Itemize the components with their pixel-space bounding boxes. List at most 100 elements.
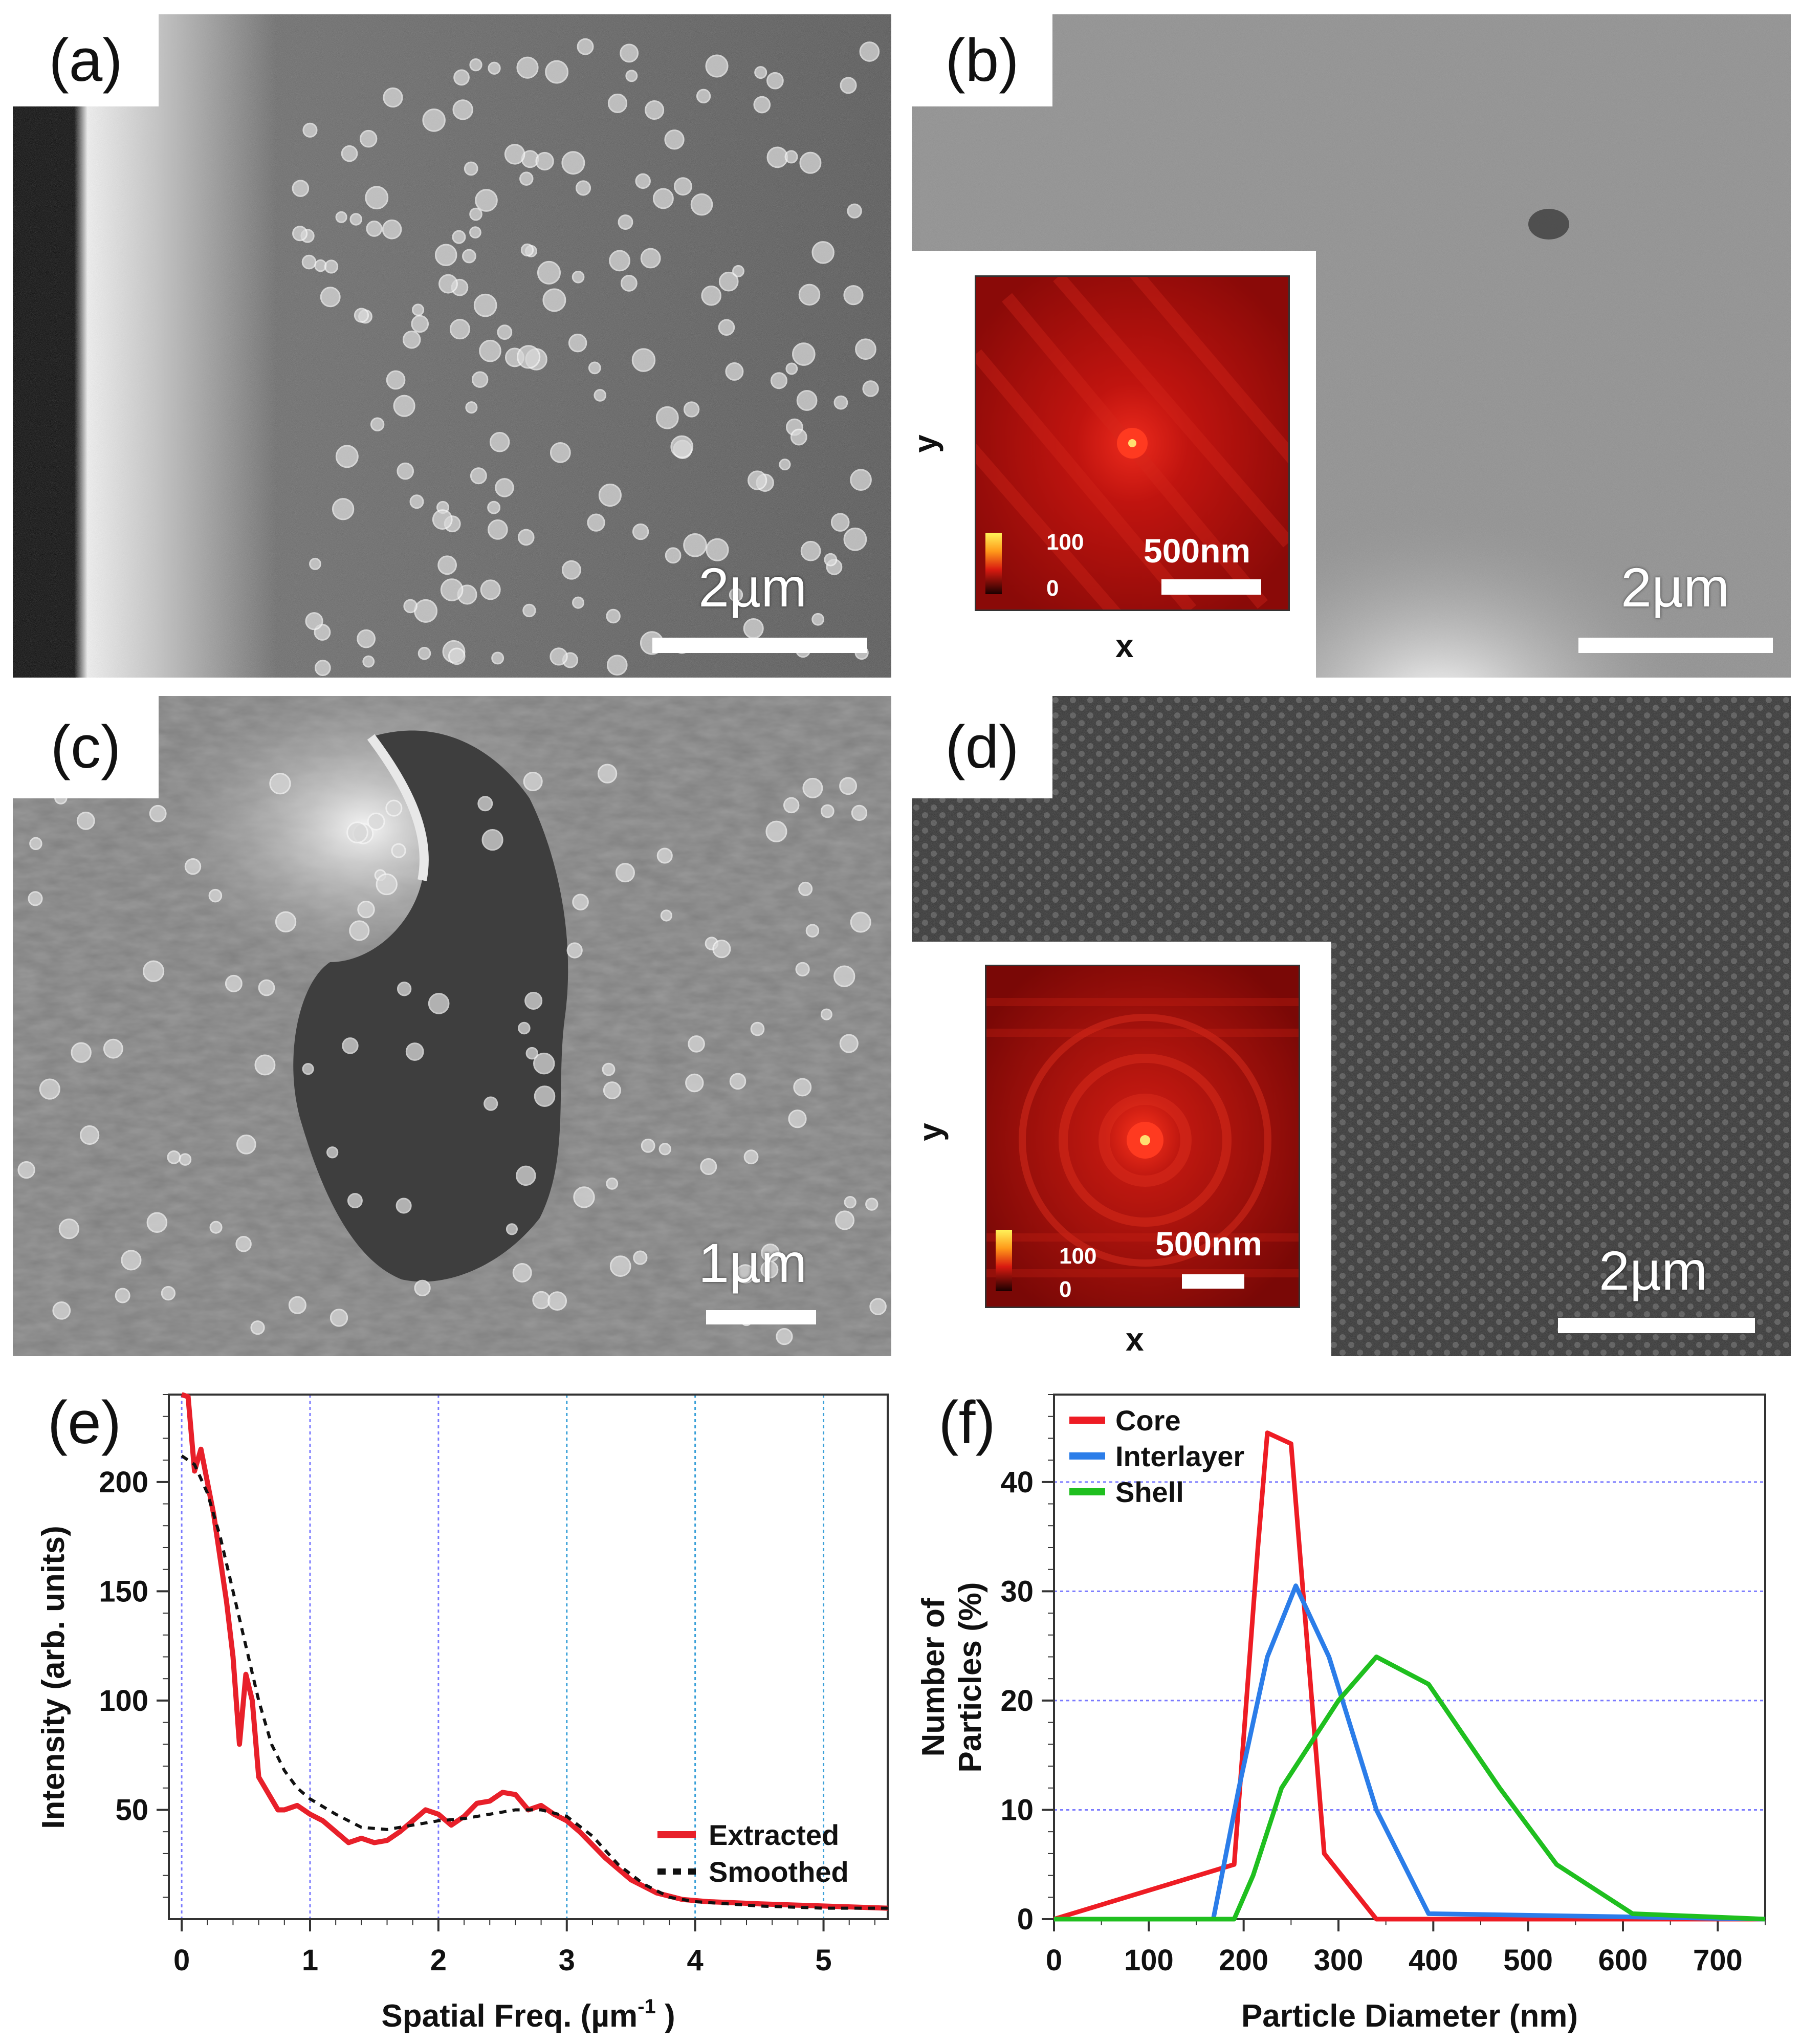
panel-f-label: (f) [938,1389,996,1456]
sem-particle [798,284,821,306]
sem-particle [517,345,541,369]
sem-particle [656,847,673,864]
sem-particle [475,189,498,212]
sem-particle [121,1250,142,1271]
sem-particle [606,608,621,624]
panel-d-colorbar-min: 0 [1059,1277,1072,1302]
sem-particle [17,1161,35,1179]
sem-particle [588,361,601,375]
sem-particle [798,881,813,896]
sem-particle [785,362,798,375]
sem-particle [225,974,243,992]
sem-particle [487,501,501,514]
sem-particle [324,259,339,274]
x-tick-label: 700 [1693,1944,1743,1977]
sem-particle [766,72,784,90]
sem-particle [209,1221,223,1234]
y-tick-label: 0 [1017,1903,1034,1936]
sem-particle [146,1212,168,1233]
y-tick-label: 100 [99,1684,148,1717]
x-tick-label: 600 [1598,1944,1648,1977]
sem-particle [811,241,834,264]
sem-particle [606,1177,619,1190]
sem-particle [471,371,489,388]
sem-particle [179,1153,192,1166]
sem-particle [254,1054,276,1076]
sem-particle [115,1288,130,1303]
sem-particle [393,395,415,417]
y-tick-label: 30 [1000,1575,1034,1608]
panel-c-scale-label: 1µm [698,1232,807,1294]
sem-particle [301,254,317,270]
sem-particle [359,129,378,148]
sem-particle [750,1021,765,1036]
sem-particle [577,38,594,55]
sem-particle [820,1008,832,1020]
sem-particle [535,151,554,171]
series-line-interlayer [1054,1583,1766,1922]
sem-particle [437,555,457,575]
sem-particle [850,469,872,491]
y-tick-label: 150 [99,1575,148,1608]
sem-particle [792,342,816,366]
sem-particle [532,1291,551,1310]
panel-b-colorbar-min: 0 [1046,576,1059,601]
sem-particle [658,1143,671,1156]
sem-particle [412,303,425,316]
series-line-extracted [181,1392,888,1911]
sem-particle [748,470,767,490]
sem-particle [788,1110,807,1128]
panel-f-chart: 0 100 200 300 400 500 600 700 0 10 20 30 40 Particle … [916,1394,1766,2034]
sem-particle [58,1219,79,1240]
sem-particle [402,331,421,349]
sem-particle [469,226,481,238]
sem-particle [236,1134,256,1155]
sem-particle [865,1198,878,1211]
x-axis-label: Particle Diameter (nm) [1241,1998,1578,2034]
sem-particle [465,401,478,414]
sem-particle [480,579,501,600]
sem-particle [683,401,700,418]
sem-particle [362,655,375,668]
sem-particle [712,940,731,959]
sem-particle [235,1235,252,1252]
sem-particle [632,523,649,540]
sem-particle [357,900,375,919]
sem-particle [39,1078,60,1100]
sem-particle [422,108,446,132]
sem-particle [542,288,566,312]
panel-c-scale-bar [706,1310,816,1324]
y-axis-label: Intensity (arb. units) [36,1526,71,1829]
panel-b-label: (b) [912,14,1052,106]
panel-b-inset-scale-label: 500nm [1144,532,1251,570]
panel-b-fft-map [951,262,1309,635]
sem-particle [396,1198,412,1214]
sem-particle [335,211,347,223]
sem-particle [793,1078,812,1097]
sem-particle [795,962,810,976]
sem-particle [766,146,788,168]
panel-b-colorbar-max: 100 [1046,530,1084,555]
panel-b-inset-scale-bar [1161,579,1261,595]
sem-particle [517,529,535,546]
panel-a-scale-bar [652,638,867,653]
sem-particle [367,812,385,831]
sem-particle [488,519,508,540]
sem-particle [208,888,223,903]
panel-e-chart: 0 1 2 3 4 5 50 100 150 200 Spatial Freq. (µm-1 ) In… [36,1392,889,2034]
sem-particle [572,270,585,284]
sem-particle [743,1149,759,1165]
sem-particle [620,274,638,292]
sem-particle [332,498,355,520]
panel-a-scale-label: 2µm [698,556,807,618]
sem-particle [533,1052,555,1075]
sem-particle [314,259,327,272]
sem-particle [464,161,478,176]
sem-particle [414,1279,431,1296]
sem-particle [537,260,561,285]
sem-particle [641,1138,655,1153]
sem-particle [718,319,735,336]
sem-particle [729,588,743,602]
sem-particle [833,965,855,987]
sem-particle [843,285,864,306]
